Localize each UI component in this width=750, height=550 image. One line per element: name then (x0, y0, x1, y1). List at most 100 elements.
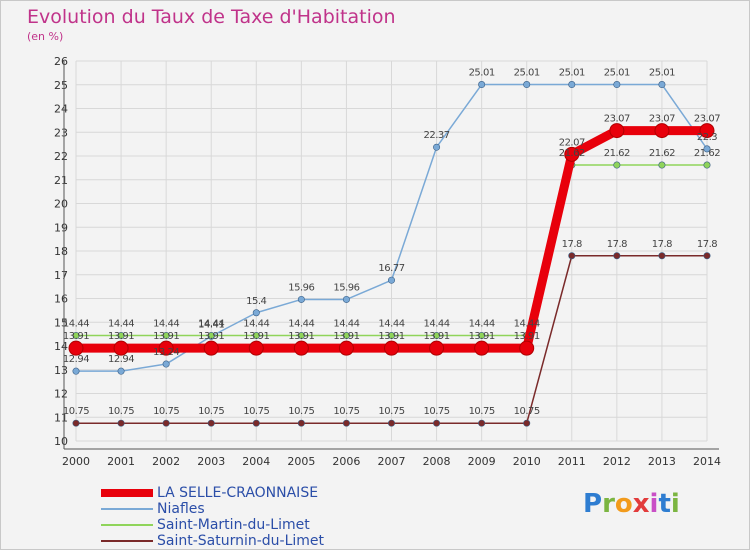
y-tick-label: 13 (54, 364, 68, 377)
data-label: 13.91 (514, 331, 540, 342)
data-point (478, 81, 486, 89)
y-tick-label: 26 (54, 55, 68, 68)
data-label: 25.01 (559, 68, 585, 79)
data-label: 14.44 (243, 319, 269, 330)
logo-letter: r (602, 489, 615, 519)
y-tick-label: 12 (54, 388, 68, 401)
data-label: 10.75 (108, 406, 134, 417)
x-tick-label: 2009 (468, 455, 496, 468)
data-point (613, 252, 621, 260)
data-point (248, 340, 264, 356)
data-point (297, 332, 305, 340)
data-point (478, 332, 486, 340)
data-point (384, 340, 399, 356)
legend-swatch-saint-martin (101, 524, 153, 526)
data-label: 14.41 (198, 319, 224, 330)
data-label: 13.91 (243, 331, 269, 342)
data-point (72, 419, 80, 427)
data-label: 13.91 (198, 331, 224, 342)
legend-label: Saint-Martin-du-Limet (157, 517, 310, 533)
data-label: 13.91 (424, 331, 450, 342)
data-point (117, 367, 125, 375)
data-point (113, 340, 129, 356)
data-label: 13.24 (153, 347, 179, 358)
data-point (699, 123, 715, 139)
data-label: 14.44 (198, 319, 224, 330)
x-tick-label: 2007 (378, 455, 406, 468)
y-tick-label: 16 (54, 293, 68, 306)
series-0 (68, 123, 715, 356)
legend-swatch-la-selle (101, 489, 153, 497)
data-label: 25.01 (514, 68, 540, 79)
x-tick-label: 2000 (62, 455, 90, 468)
data-point (387, 276, 395, 284)
data-label: 10.75 (378, 406, 404, 417)
data-label: 13.91 (153, 331, 179, 342)
data-point (387, 332, 395, 340)
data-point (519, 340, 535, 356)
data-label: 22.3 (697, 132, 717, 143)
data-label: 10.75 (333, 406, 359, 417)
data-point (474, 340, 490, 356)
data-point (429, 340, 445, 356)
legend-swatch-niafles (101, 508, 153, 510)
data-point (568, 81, 576, 89)
data-point (207, 332, 215, 340)
data-point (433, 419, 441, 427)
data-label: 12.94 (108, 354, 134, 365)
data-label: 17.8 (562, 239, 582, 250)
grid (75, 60, 708, 442)
data-point (117, 419, 125, 427)
data-point (387, 419, 395, 427)
data-label: 16.77 (378, 263, 404, 274)
data-point (654, 123, 670, 139)
data-point (658, 252, 666, 260)
data-point (72, 332, 80, 340)
logo-letter: x (632, 489, 650, 519)
data-label: 13.91 (469, 331, 495, 342)
logo-letter: P (583, 489, 603, 519)
data-label: 10.75 (288, 406, 314, 417)
legend-item[interactable]: LA SELLE-CRAONNAISE (101, 485, 324, 501)
x-tick-label: 2012 (603, 455, 631, 468)
data-point (703, 252, 711, 260)
data-label: 22.37 (424, 130, 450, 141)
data-label: 17.8 (697, 239, 717, 250)
proxiti-logo: Proxiti (583, 489, 680, 519)
x-tick-label: 2006 (332, 455, 360, 468)
data-point (338, 340, 354, 356)
y-tick-label: 17 (54, 269, 68, 282)
data-label: 14.44 (469, 319, 495, 330)
logo-letter: i (649, 489, 659, 519)
y-tick-label: 10 (54, 435, 68, 448)
data-label: 13.91 (378, 331, 404, 342)
legend-label: Saint-Saturnin-du-Limet (157, 533, 325, 549)
data-point (433, 143, 441, 151)
data-point (613, 81, 621, 89)
data-label: 14.44 (378, 319, 404, 330)
legend-item[interactable]: Saint-Saturnin-du-Limet (101, 533, 324, 549)
data-label: 21.62 (604, 148, 630, 159)
legend-label: Niafles (157, 501, 205, 517)
data-label: 10.75 (153, 406, 179, 417)
data-label: 15.4 (246, 296, 266, 307)
data-point (162, 332, 170, 340)
data-point (342, 419, 350, 427)
data-point (158, 340, 174, 356)
data-point (252, 419, 260, 427)
x-tick-label: 2002 (152, 455, 180, 468)
y-tick-label: 21 (54, 174, 68, 187)
x-tick-label: 2013 (648, 455, 676, 468)
data-label: 14.44 (63, 319, 89, 330)
data-point (68, 340, 84, 356)
logo-letter: o (614, 489, 633, 519)
data-label: 14.44 (108, 319, 134, 330)
legend-item[interactable]: Niafles (101, 501, 324, 517)
data-label: 13.91 (108, 331, 134, 342)
data-label: 21.62 (559, 148, 585, 159)
legend-item[interactable]: Saint-Martin-du-Limet (101, 517, 324, 533)
data-label: 21.62 (649, 148, 675, 159)
data-label: 14.44 (514, 319, 540, 330)
data-label: 15.96 (288, 282, 314, 293)
